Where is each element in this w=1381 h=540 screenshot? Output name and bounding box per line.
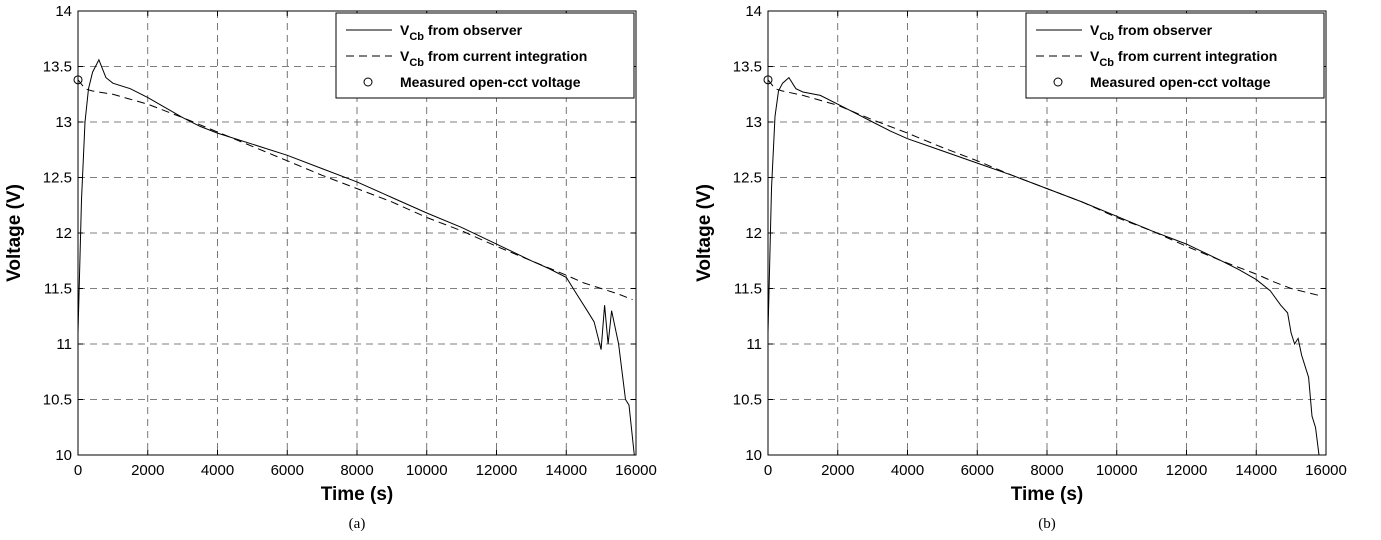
chart-panel-b: 0 2000 4000 6000 8000 10000 12000 14000 16000 10 1…: [694, 3, 1347, 532]
y-tick-label: 14: [55, 3, 72, 20]
plot-frame: [77, 10, 637, 456]
legend-entry-label: VCb from observer: [1090, 22, 1213, 43]
x-tick-label: 8000: [1030, 462, 1063, 479]
x-tick-label: 14000: [545, 462, 587, 479]
x-tick-label: 4000: [201, 462, 234, 479]
y-tick-label: 12.5: [43, 170, 72, 187]
x-tick-label: 8000: [340, 462, 373, 479]
x-axis-label: Time (s): [1011, 484, 1084, 505]
y-tick-label: 13.5: [43, 59, 72, 76]
x-tick-label: 2000: [821, 462, 854, 479]
x-tick-label: 12000: [1166, 462, 1208, 479]
legend-marker: [363, 77, 373, 87]
y-tick-label: 12.5: [733, 170, 762, 187]
y-tick-label: 10: [55, 447, 72, 464]
legend-marker: [1053, 77, 1063, 87]
chart-panel-a: 0 2000 4000 6000 8000 10000 12000 14000 16000 10 1…: [4, 3, 657, 532]
y-tick-label: 13: [745, 114, 762, 131]
y-tick-label: 10.5: [733, 392, 762, 409]
y-axis-label: Voltage (V): [4, 184, 25, 282]
y-tick-label: 13.5: [733, 59, 762, 76]
y-tick-label: 11: [56, 336, 72, 353]
plot-frame: [767, 10, 1327, 456]
integration-series-line: [767, 79, 1323, 297]
legend-entry-label: Measured open-cct voltage: [400, 74, 581, 90]
x-tick-label: 6000: [961, 462, 994, 479]
x-tick-label: 4000: [891, 462, 924, 479]
legend-entry-label: VCb from current integration: [400, 48, 587, 69]
legend-entry-label: VCb from current integration: [1090, 48, 1277, 69]
y-tick-label: 10: [745, 447, 762, 464]
x-tick-label: 0: [74, 462, 82, 479]
y-tick-label: 14: [745, 3, 762, 20]
x-axis-label: Time (s): [321, 484, 394, 505]
observer-series-line: [767, 76, 1320, 456]
y-tick-label: 11.5: [44, 281, 72, 298]
y-tick-label: 10.5: [43, 392, 72, 409]
y-tick-label: 12: [55, 225, 72, 242]
x-tick-label: 10000: [1096, 462, 1138, 479]
x-tick-label: 14000: [1235, 462, 1277, 479]
x-tick-label: 6000: [271, 462, 304, 479]
x-tick-label: 10000: [406, 462, 448, 479]
y-tick-label: 13: [55, 114, 72, 131]
x-tick-label: 0: [764, 462, 772, 479]
panel-caption: (b): [1038, 516, 1056, 532]
x-tick-label: 16000: [615, 462, 657, 479]
y-axis-label: Voltage (V): [694, 184, 715, 282]
y-tick-label: 12: [745, 225, 762, 242]
legend-entry-label: Measured open-cct voltage: [1090, 74, 1271, 90]
x-tick-label: 2000: [131, 462, 164, 479]
integration-series-line: [77, 79, 633, 301]
x-tick-label: 16000: [1305, 462, 1347, 479]
panel-caption: (a): [349, 516, 366, 532]
y-tick-label: 11.5: [734, 281, 762, 298]
legend-entry-label: VCb from observer: [400, 22, 523, 43]
x-tick-label: 12000: [476, 462, 518, 479]
y-tick-label: 11: [746, 336, 762, 353]
observer-series-line: [77, 58, 635, 456]
